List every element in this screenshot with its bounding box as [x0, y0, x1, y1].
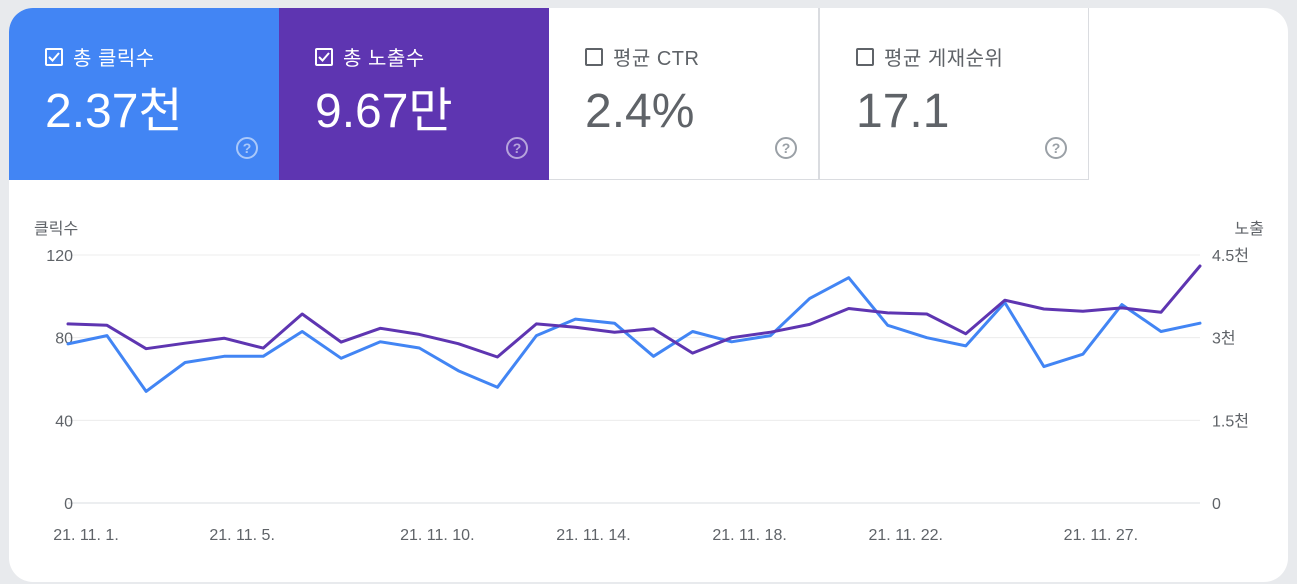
performance-card: 총 클릭수 2.37천 ? 총 노출수 9.67만 ? — [9, 8, 1288, 582]
x-tick-label: 21. 11. 10. — [400, 527, 474, 544]
right-tick-label: 0 — [1212, 496, 1221, 513]
help-icon[interactable]: ? — [505, 136, 529, 160]
chart-grid — [68, 254, 1200, 504]
x-tick-label: 21. 11. 22. — [869, 527, 943, 544]
metric-header: 평균 게재순위 — [856, 42, 1003, 71]
left-tick-label: 120 — [46, 248, 73, 265]
metric-tabs: 총 클릭수 2.37천 ? 총 노출수 9.67만 ? — [9, 8, 1089, 180]
svg-text:?: ? — [782, 140, 791, 156]
metric-header: 총 클릭수 — [45, 42, 155, 71]
metric-average-ctr[interactable]: 평균 CTR 2.4% ? — [549, 8, 819, 180]
help-icon[interactable]: ? — [774, 136, 798, 160]
left-tick-label: 40 — [55, 413, 73, 430]
checkbox-checked-icon[interactable] — [45, 47, 63, 66]
right-axis-ticks: 0 1.5천 3천 4.5천 — [1212, 247, 1249, 513]
metric-value: 2.4% — [585, 85, 695, 138]
chart-lines — [66, 264, 1202, 393]
help-icon[interactable]: ? — [1044, 136, 1068, 160]
right-tick-label: 1.5천 — [1212, 412, 1249, 430]
checkbox-checked-icon[interactable] — [315, 47, 333, 66]
metric-value: 2.37천 — [45, 85, 183, 138]
left-axis-label: 클릭수 — [34, 220, 78, 238]
right-tick-label: 4.5천 — [1212, 247, 1249, 265]
metric-label: 평균 게재순위 — [884, 48, 1004, 70]
x-tick-label: 21. 11. 5. — [209, 527, 275, 544]
metric-value: 9.67만 — [315, 85, 453, 138]
left-axis-ticks: 0 40 80 120 — [46, 248, 73, 513]
metric-header: 총 노출수 — [315, 42, 425, 71]
metric-label: 총 클릭수 — [73, 48, 155, 70]
x-tick-label: 21. 11. 18. — [712, 527, 786, 544]
x-tick-label: 21. 11. 27. — [1064, 527, 1138, 544]
svg-text:?: ? — [513, 140, 522, 156]
x-tick-label: 21. 11. 1. — [53, 527, 119, 544]
metric-header: 평균 CTR — [585, 42, 699, 71]
left-tick-label: 80 — [55, 331, 73, 348]
series-line — [66, 276, 1202, 393]
metric-value: 17.1 — [856, 85, 950, 138]
checkbox-unchecked-icon[interactable] — [585, 47, 603, 66]
x-axis-ticks: 21. 11. 1. 21. 11. 5. 21. 11. 10. 21. 11. 1… — [53, 527, 1138, 544]
right-axis-label: 노출 — [1235, 220, 1264, 238]
metric-average-position[interactable]: 평균 게재순위 17.1 ? — [819, 8, 1089, 180]
x-tick-label: 21. 11. 14. — [556, 527, 630, 544]
series-line — [66, 264, 1202, 359]
svg-text:?: ? — [1052, 140, 1061, 156]
metric-total-impressions[interactable]: 총 노출수 9.67만 ? — [279, 8, 549, 180]
right-tick-label: 3천 — [1212, 330, 1236, 348]
metric-total-clicks[interactable]: 총 클릭수 2.37천 ? — [9, 8, 279, 180]
metric-label: 평균 CTR — [613, 48, 700, 70]
checkbox-unchecked-icon[interactable] — [856, 47, 874, 66]
svg-text:?: ? — [243, 140, 252, 156]
metric-label: 총 노출수 — [343, 48, 425, 70]
left-tick-label: 0 — [64, 496, 73, 513]
help-icon[interactable]: ? — [235, 136, 259, 160]
